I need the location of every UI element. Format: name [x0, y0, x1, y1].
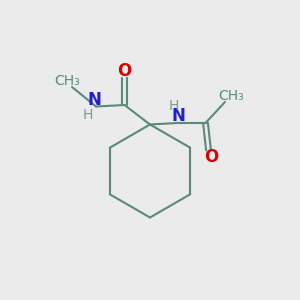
Text: H: H [82, 108, 93, 122]
Text: O: O [117, 62, 132, 80]
Text: CH₃: CH₃ [55, 74, 80, 88]
Text: O: O [204, 148, 219, 166]
Text: N: N [172, 107, 185, 125]
Text: CH₃: CH₃ [218, 89, 244, 103]
Text: H: H [169, 99, 179, 112]
Text: N: N [88, 91, 101, 109]
